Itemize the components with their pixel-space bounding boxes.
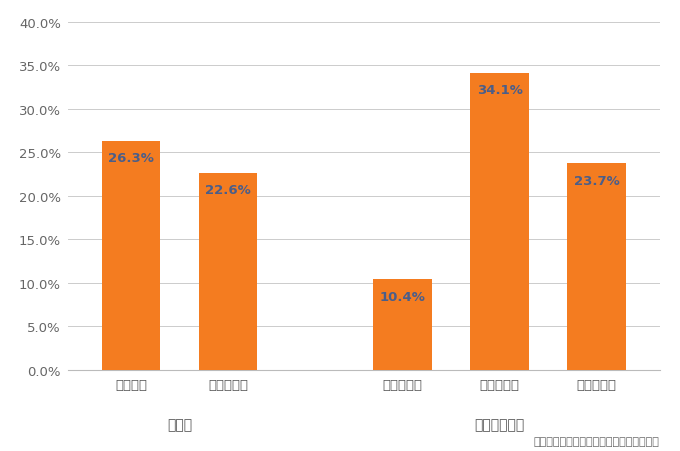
Text: ローカルサンプルを用いた推計結果による: ローカルサンプルを用いた推計結果による [534,437,660,446]
Bar [373,280,432,370]
Bar [199,174,257,370]
Text: 23.7%: 23.7% [574,175,619,188]
Text: 10.4%: 10.4% [379,290,426,303]
Bar [568,164,626,370]
Text: 科研費取得別: 科研費取得別 [475,418,525,432]
Bar [102,142,160,370]
Text: 26.3%: 26.3% [108,152,154,165]
Text: 34.1%: 34.1% [477,84,522,97]
Bar [471,74,528,370]
Text: 22.6%: 22.6% [205,184,251,197]
Text: 地域別: 地域別 [167,418,192,432]
